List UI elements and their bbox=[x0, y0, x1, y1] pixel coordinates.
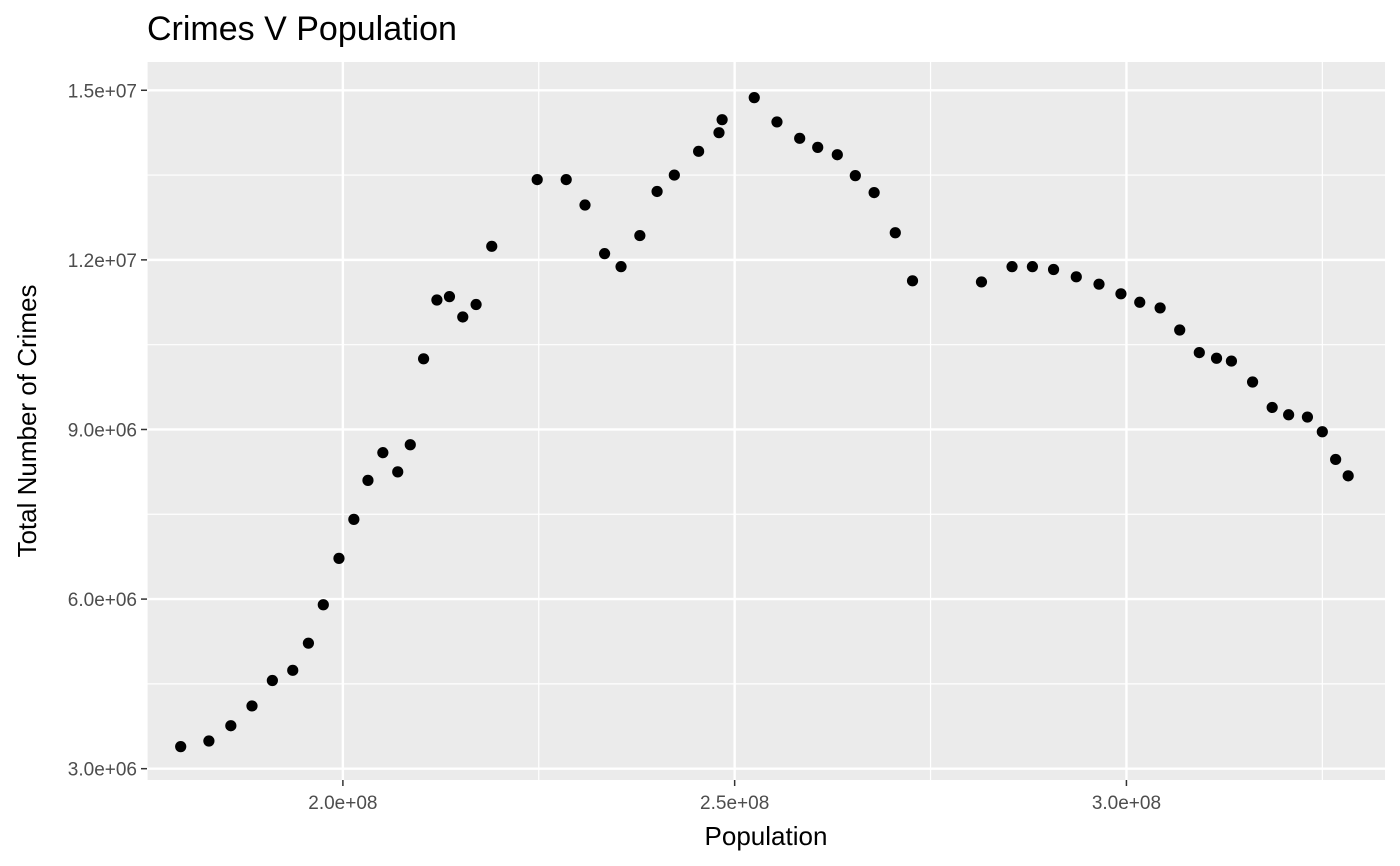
data-point bbox=[579, 199, 591, 211]
data-point bbox=[1115, 288, 1127, 300]
data-point bbox=[1342, 470, 1354, 482]
data-point bbox=[287, 664, 299, 676]
data-point bbox=[1210, 352, 1223, 364]
data-point bbox=[1093, 278, 1105, 290]
data-point bbox=[812, 141, 824, 153]
data-point bbox=[1193, 346, 1205, 359]
data-point bbox=[333, 552, 345, 564]
data-point bbox=[906, 275, 919, 287]
data-point bbox=[1006, 261, 1018, 273]
data-point bbox=[266, 674, 278, 687]
data-point bbox=[302, 637, 315, 649]
data-point bbox=[417, 353, 430, 365]
data-point bbox=[1070, 271, 1082, 283]
data-point bbox=[868, 186, 880, 199]
data-point bbox=[225, 720, 237, 732]
data-point bbox=[831, 149, 843, 161]
data-point bbox=[693, 145, 705, 157]
y-tick-label: 9.0e+06 bbox=[68, 420, 137, 441]
data-point bbox=[1330, 453, 1342, 466]
data-point bbox=[1225, 355, 1238, 367]
data-point bbox=[457, 311, 469, 323]
data-point bbox=[771, 116, 783, 128]
data-point bbox=[598, 248, 611, 260]
data-point bbox=[634, 229, 646, 242]
major-gridlines bbox=[147, 62, 1385, 780]
y-tick-label: 1.5e+07 bbox=[68, 81, 137, 102]
data-point bbox=[716, 114, 728, 126]
y-tick-label: 6.0e+06 bbox=[68, 590, 137, 611]
data-point bbox=[651, 185, 663, 198]
data-point bbox=[348, 513, 360, 525]
data-point bbox=[203, 735, 215, 747]
data-point bbox=[531, 173, 543, 186]
data-point bbox=[713, 127, 725, 139]
data-point bbox=[1266, 401, 1278, 414]
data-points bbox=[175, 92, 1354, 753]
y-axis: 3.0e+06 6.0e+06 9.0e+06 1.2e+07 1.5e+07 bbox=[68, 81, 147, 781]
data-point bbox=[1154, 302, 1166, 314]
data-point bbox=[377, 447, 389, 459]
plot-panel bbox=[147, 62, 1385, 780]
data-point bbox=[1316, 426, 1328, 438]
data-point bbox=[486, 240, 498, 252]
data-point bbox=[560, 173, 572, 186]
x-axis: 2.0e+08 2.5e+08 3.0e+08 bbox=[308, 780, 1161, 814]
x-tick-label: 3.0e+08 bbox=[1092, 793, 1161, 814]
data-point bbox=[748, 92, 760, 104]
chart-title: Crimes V Population bbox=[147, 10, 457, 48]
y-tick-label: 3.0e+06 bbox=[68, 760, 137, 781]
y-tick-label: 1.2e+07 bbox=[68, 251, 137, 272]
data-point bbox=[975, 276, 988, 288]
x-axis-title: Population bbox=[705, 821, 828, 851]
data-point bbox=[1283, 409, 1295, 421]
data-point bbox=[431, 294, 443, 306]
data-point bbox=[1246, 376, 1259, 388]
data-point bbox=[317, 599, 329, 611]
y-axis-title: Total Number of Crimes bbox=[12, 284, 42, 557]
data-point bbox=[615, 261, 627, 273]
data-point bbox=[1026, 261, 1039, 273]
data-point bbox=[443, 291, 456, 303]
data-point bbox=[1047, 263, 1060, 276]
data-point bbox=[392, 466, 404, 478]
data-point bbox=[794, 132, 806, 144]
data-point bbox=[668, 169, 680, 181]
data-point bbox=[470, 298, 482, 311]
data-point bbox=[1301, 411, 1314, 423]
data-point bbox=[246, 700, 258, 712]
x-tick-label: 2.0e+08 bbox=[308, 793, 377, 814]
data-point bbox=[175, 741, 187, 753]
x-tick-label: 2.5e+08 bbox=[700, 793, 769, 814]
data-point bbox=[1174, 324, 1186, 336]
data-point bbox=[1134, 296, 1146, 308]
data-point bbox=[849, 170, 861, 182]
data-point bbox=[362, 474, 374, 486]
data-point bbox=[404, 439, 416, 451]
data-point bbox=[889, 227, 901, 239]
